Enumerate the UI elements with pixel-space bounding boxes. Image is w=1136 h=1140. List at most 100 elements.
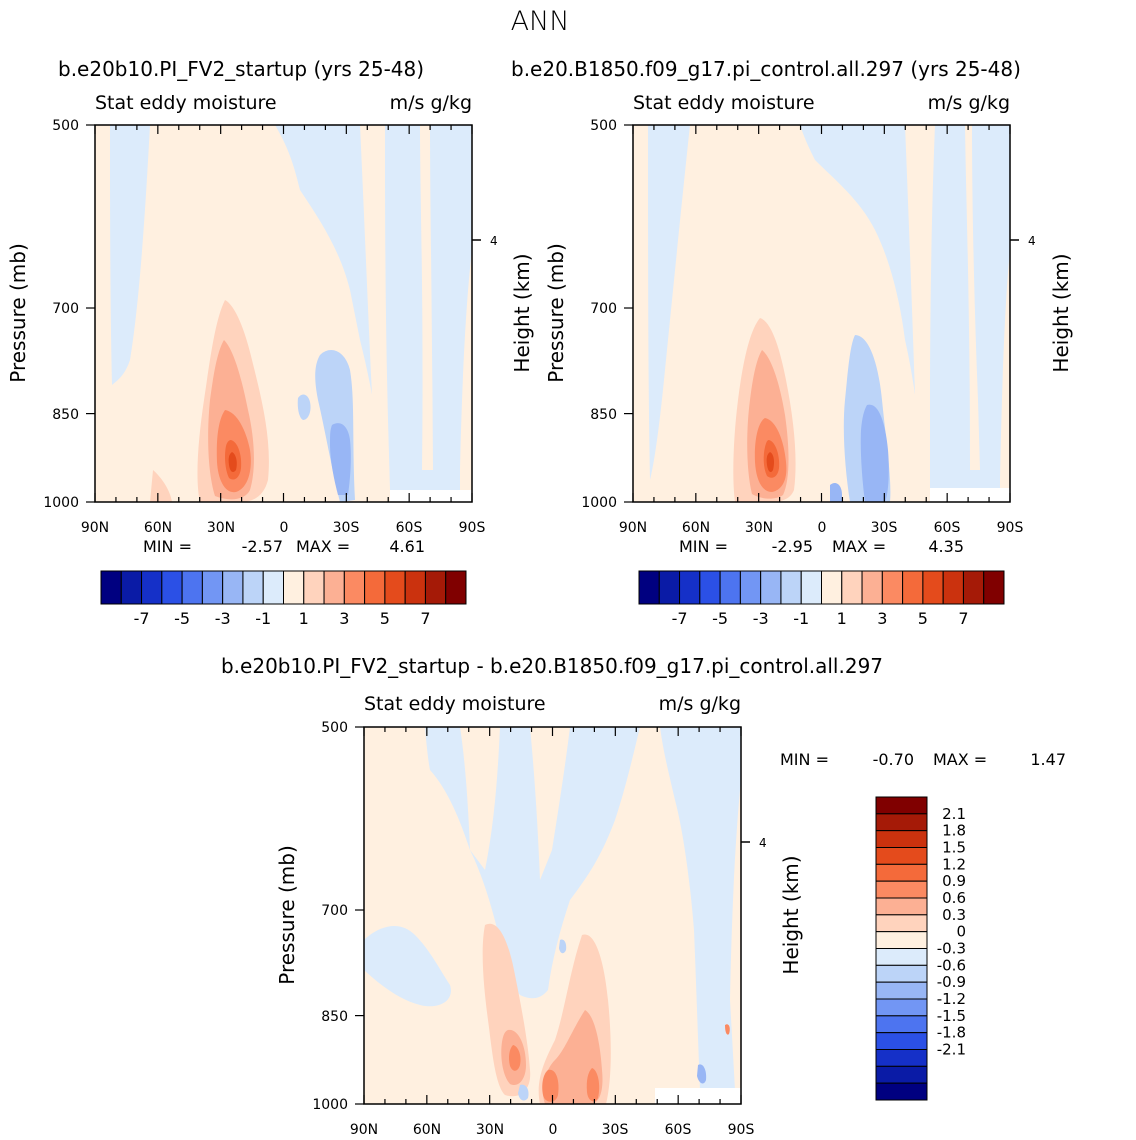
colorbar-box [161, 570, 183, 605]
colorbar-box [902, 570, 924, 605]
panel-left-blank-corner [390, 490, 472, 502]
panel-diff-ytick-label: 500 [321, 720, 348, 736]
axis-ticks [624, 124, 1011, 503]
colorbar-box [875, 880, 928, 899]
panel-diff-title: b.e20b10.PI_FV2_startup - b.e20.B1850.f0… [221, 654, 883, 678]
colorbar-label: 1.8 [942, 822, 966, 840]
panel-left-ylabel-right: Height (km) [510, 253, 534, 372]
panel-left-neg-region-north [110, 125, 150, 385]
colorbar-box [283, 570, 305, 605]
colorbar-box [875, 964, 928, 983]
panel-diff-xtick-label: 60S [665, 1122, 692, 1138]
panel-left-pos-band-1 [360, 125, 390, 490]
panel-diff-max-label: MAX = [933, 750, 987, 769]
panel-left-min-label: MIN = [143, 537, 192, 556]
panel-left-xtick-label: 90S [459, 520, 486, 536]
colorbar-box [875, 796, 928, 815]
panel-left-right-tick: 4 [490, 234, 498, 248]
panel-diff-colorbar: 2.11.81.51.20.90.60.30-0.3-0.6-0.9-1.2-1… [875, 796, 966, 1101]
colorbar-box [875, 830, 928, 849]
colorbar-box [364, 570, 386, 605]
panel-left-subtitle: Stat eddy moisture [95, 92, 277, 114]
panel-left-xtick-label: 0 [280, 520, 289, 536]
panel-left-neg-blob-2 [330, 423, 351, 495]
panel-diff-ylabel-right: Height (km) [779, 855, 803, 974]
colorbar-label: 2.1 [942, 805, 966, 823]
colorbar-box [875, 813, 928, 832]
panel-diff: b.e20b10.PI_FV2_startup - b.e20.B1850.f0… [221, 654, 1066, 1138]
panel-diff-pos-dot-south [725, 1024, 730, 1035]
colorbar-box [424, 570, 447, 605]
panel-right-ytick-label: 500 [590, 118, 617, 134]
panel-right-right-tick: 4 [1028, 234, 1036, 248]
colorbar-label: -7 [134, 609, 150, 628]
panel-right-xtick-label: 30S [871, 520, 898, 536]
colorbar-label: 7 [958, 609, 968, 628]
panel-left-xtick-label: 30S [333, 520, 360, 536]
panel-diff-pos-intrusion-1 [460, 727, 500, 870]
colorbar-box [875, 897, 928, 916]
colorbar-label: -1 [255, 609, 271, 628]
panel-diff-min-label: MIN = [780, 750, 829, 769]
panel-left: b.e20b10.PI_FV2_startup (yrs 25-48) Stat… [6, 57, 534, 628]
colorbar-box [821, 570, 843, 605]
colorbar-box [780, 570, 802, 605]
panel-diff-pos-lvl-4c [586, 1068, 600, 1102]
panel-diff-neg-dot-3 [518, 1084, 529, 1101]
panel-left-ytick-label: 500 [52, 118, 79, 134]
panel-left-title: b.e20b10.PI_FV2_startup (yrs 25-48) [58, 57, 424, 81]
colorbar-box [875, 1049, 928, 1067]
panel-left-max-label: MAX = [296, 537, 350, 556]
panel-left-pos-tail [150, 470, 172, 502]
colorbar-label: 0.6 [942, 889, 966, 907]
panel-left-xtick-label: 90N [81, 520, 109, 536]
axis-ticks [86, 124, 473, 503]
colorbar-box [881, 570, 904, 605]
panel-right-subtitle: Stat eddy moisture [633, 92, 815, 114]
panel-diff-yticks: 500 700 850 1000 [312, 720, 348, 1113]
panel-diff-xtick-label: 90N [350, 1122, 378, 1138]
colorbar-label: 1.2 [942, 855, 966, 873]
colorbar-box [100, 570, 122, 605]
colorbar-box [800, 570, 823, 605]
panel-diff-contours [364, 727, 741, 1104]
colorbar-box [262, 570, 285, 605]
colorbar-label: -3 [753, 609, 769, 628]
colorbar-box [445, 570, 467, 605]
colorbar-label: 0.9 [942, 872, 966, 890]
panel-diff-min-value: -0.70 [873, 750, 914, 769]
panel-right-ylabel-right: Height (km) [1049, 253, 1073, 372]
colorbar-label: -7 [672, 609, 688, 628]
colorbar-label: -1 [793, 609, 809, 628]
panel-left-ytick-label: 700 [52, 301, 79, 317]
colorbar-box [739, 570, 762, 605]
panel-right-xtick-label: 30N [745, 520, 773, 536]
panel-left-ytick-label: 850 [52, 407, 79, 423]
colorbar-label: -0.3 [937, 940, 966, 958]
panel-left-yticks: 500 700 850 1000 [43, 118, 79, 511]
panel-right-pos-band-1 [905, 125, 935, 488]
colorbar-box [861, 570, 883, 605]
panel-diff-subtitle: Stat eddy moisture [364, 693, 546, 715]
panel-diff-xtick-label: 0 [549, 1122, 558, 1138]
colorbar-box [638, 570, 660, 605]
colorbar-label: 1 [299, 609, 309, 628]
axis-ticks [355, 726, 742, 1105]
colorbar-label: 3 [877, 609, 887, 628]
panel-diff-neg-dot-1 [559, 939, 567, 954]
panel-right-ytick-label: 1000 [581, 495, 617, 511]
panel-right-xtick-label: 60S [934, 520, 961, 536]
colorbar-label: 5 [918, 609, 928, 628]
colorbar-box [303, 570, 325, 605]
colorbar-box [181, 570, 203, 605]
colorbar-label: -0.6 [937, 956, 966, 974]
panel-left-xticks: 90N 60N 30N 0 30S 60S 90S [81, 520, 486, 536]
panel-right-xticks: 90N 60N 30N 0 30S 60S 90S [619, 520, 1024, 536]
colorbar-label: -2.1 [937, 1041, 966, 1059]
panel-right-xtick-label: 0 [818, 520, 827, 536]
panel-right-units: m/s g/kg [928, 92, 1010, 114]
panel-right-colorbar: -7 -5 -3 -1 1 3 5 7 [638, 570, 1005, 628]
panel-diff-pos-lvl-4a [509, 1045, 521, 1071]
panel-right-max-value: 4.35 [928, 537, 964, 556]
